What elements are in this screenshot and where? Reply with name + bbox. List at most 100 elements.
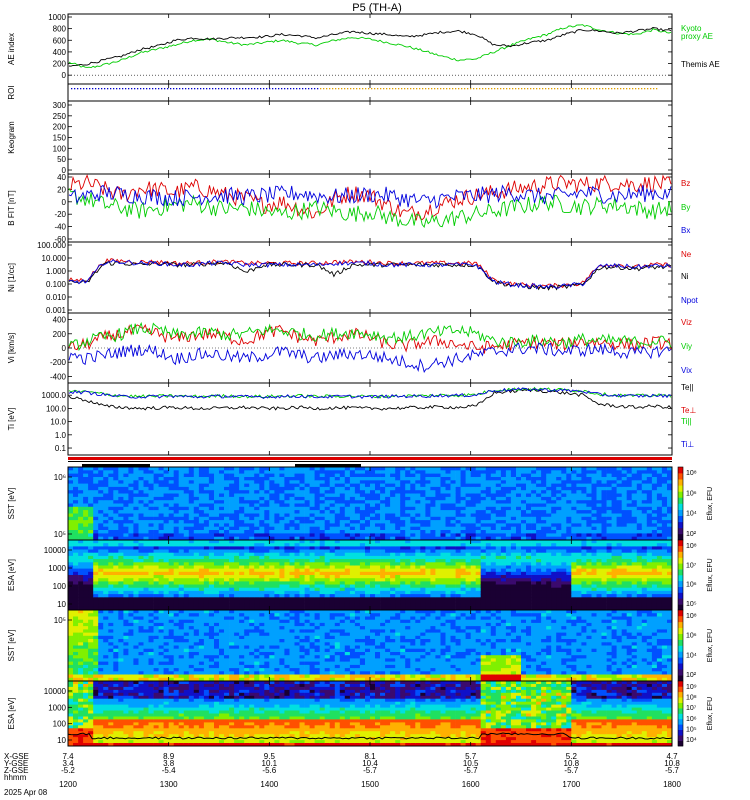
spectrogram-cell-esa_i — [395, 540, 401, 544]
spectrogram-cell-esa_i — [239, 568, 245, 573]
spectrogram-cell-sst_i — [188, 516, 195, 521]
spectrogram-cell-esa_i — [229, 565, 235, 570]
spectrogram-cell-sst_i — [395, 510, 401, 514]
spectrogram-cell-sst_i — [239, 520, 245, 524]
spectrogram-cell-esa_i — [365, 594, 371, 598]
spectrogram-cell-sst_i — [485, 496, 492, 501]
spectrogram-cell-sst_i — [576, 486, 582, 491]
spectrogram-cell-sst_i — [510, 493, 517, 498]
spectrogram-cell-sst_i — [244, 513, 250, 518]
spectrogram-cell-sst_i — [183, 483, 190, 488]
spectrogram-cell-sst_i — [143, 477, 149, 481]
spectrogram-cell-esa_i — [400, 565, 406, 570]
spectrogram-cell-sst_i — [329, 536, 336, 541]
spectrogram-cell-sst_i — [208, 490, 215, 494]
spectrogram-cell-sst_i — [249, 513, 255, 518]
spectrogram-cell-esa_i — [98, 540, 104, 544]
spectrogram-cell-esa_i — [229, 562, 235, 566]
spectrogram-cell-sst_i — [531, 530, 537, 534]
spectrogram-cell-esa_i — [470, 565, 477, 570]
spectrogram-cell-esa_i — [314, 571, 320, 576]
spectrogram-cell-sst_i — [420, 516, 426, 521]
spectrogram-cell-esa_i — [128, 540, 134, 544]
spectrogram-cell-esa_i — [73, 543, 79, 547]
roi-dot — [635, 88, 637, 90]
spectrogram-cell-esa_i — [78, 597, 84, 601]
spectrogram-cell-sst_i — [526, 480, 532, 484]
spectrogram-cell-sst_i — [108, 470, 114, 474]
spectrogram-cell-esa_i — [274, 552, 280, 557]
spectrogram-cell-esa_i — [365, 590, 371, 595]
spectrogram-cell-esa_i — [244, 540, 250, 544]
spectrogram-cell-esa_i — [68, 600, 74, 605]
spectrogram-cell-sst_i — [510, 470, 517, 474]
spectrogram-cell-sst_i — [581, 533, 587, 538]
spectrogram-cell-sst_i — [254, 486, 260, 491]
spectrogram-cell-sst_i — [98, 510, 104, 514]
spectrogram-cell-sst_i — [556, 483, 562, 488]
roi-dot — [434, 88, 436, 90]
spectrogram-cell-sst_i — [354, 477, 361, 481]
spectrogram-cell-sst_i — [354, 486, 361, 491]
spectrogram-cell-sst_i — [193, 486, 200, 491]
spectrogram-cell-esa_i — [224, 562, 230, 566]
spectrogram-cell-esa_i — [113, 552, 119, 557]
spectrogram-cell-esa_i — [203, 578, 210, 582]
spectrogram-cell-sst_i — [83, 513, 89, 518]
spectrogram-cell-sst_i — [611, 473, 617, 478]
roi-dot — [218, 88, 220, 90]
spectrogram-cell-esa_i — [430, 603, 436, 608]
roi-dot — [74, 88, 76, 90]
spectrogram-cell-sst_i — [400, 470, 406, 474]
spectrogram-cell-esa_i — [390, 594, 396, 598]
spectrogram-cell-esa_i — [289, 552, 295, 557]
spectrogram-cell-sst_i — [531, 467, 537, 471]
spectrogram-cell-sst_i — [551, 523, 557, 528]
spectrogram-cell-sst_i — [324, 503, 331, 508]
spectrogram-cell-sst_i — [163, 526, 169, 531]
spectrogram-cell-esa_i — [435, 549, 441, 554]
roi-dot — [113, 88, 115, 90]
spectrogram-cell-sst_i — [334, 470, 341, 474]
spectrogram-cell-sst_i — [193, 493, 200, 498]
spectrogram-cell-sst_i — [249, 500, 255, 504]
spectrogram-cell-sst_i — [339, 496, 346, 501]
spectrogram-cell-esa_i — [153, 594, 159, 598]
spectrogram-cell-esa_i — [113, 565, 119, 570]
spectrogram-cell-sst_i — [546, 530, 552, 534]
roi-dot — [605, 88, 607, 90]
spectrogram-cell-sst_i — [500, 510, 507, 514]
spectrogram-cell-sst_i — [365, 483, 371, 488]
spectrogram-cell-sst_i — [465, 496, 471, 501]
spectrogram-cell-esa_i — [123, 571, 129, 576]
spectrogram-cell-sst_i — [178, 513, 185, 518]
spectrogram-cell-esa_i — [359, 565, 366, 570]
spectrogram-cell-esa_i — [470, 562, 477, 566]
spectrogram-cell-sst_i — [274, 480, 280, 484]
spectrogram-cell-sst_i — [611, 536, 617, 541]
spectrogram-cell-sst_i — [68, 510, 74, 514]
spectrogram-cell-esa_i — [208, 578, 215, 582]
spectrogram-cell-sst_i — [500, 506, 507, 511]
spectrogram-cell-sst_i — [667, 473, 673, 478]
spectrogram-cell-sst_i — [269, 536, 275, 541]
spectrogram-cell-esa_i — [133, 559, 139, 563]
spectrogram-cell-esa_i — [183, 552, 190, 557]
spectrogram-cell-sst_i — [410, 526, 416, 531]
spectrogram-cell-esa_i — [208, 549, 215, 554]
spectrogram-cell-esa_i — [193, 562, 200, 566]
spectrogram-cell-esa_i — [294, 543, 300, 547]
spectrogram-cell-esa_i — [163, 587, 169, 592]
spectrogram-cell-esa_i — [415, 584, 421, 589]
spectrogram-cell-esa_i — [178, 555, 185, 560]
spectrogram-cell-esa_i — [405, 543, 411, 547]
spectrogram-cell-sst_i — [344, 500, 351, 504]
spectrogram-cell-sst_i — [536, 486, 542, 491]
spectrogram-cell-sst_i — [561, 490, 567, 494]
spectrogram-cell-sst_i — [214, 483, 220, 488]
spectrogram-cell-esa_i — [219, 565, 225, 570]
spectrogram-cell-sst_i — [380, 470, 386, 474]
spectrogram-cell-esa_i — [299, 562, 305, 566]
spectrogram-cell-esa_i — [198, 543, 205, 547]
spectrogram-cell-sst_i — [611, 506, 617, 511]
